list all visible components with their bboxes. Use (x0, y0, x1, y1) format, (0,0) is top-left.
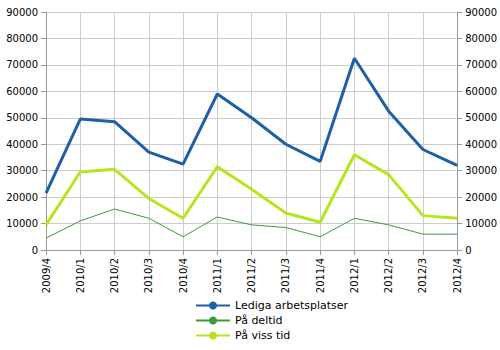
svg-text:2010/2: 2010/2 (109, 258, 120, 293)
svg-text:2012/4: 2012/4 (452, 258, 463, 293)
svg-text:10000: 10000 (465, 218, 497, 229)
svg-text:80000: 80000 (465, 33, 497, 44)
svg-text:På viss tid: På viss tid (235, 329, 290, 342)
svg-text:50000: 50000 (6, 112, 38, 123)
svg-text:2010/1: 2010/1 (75, 258, 86, 293)
svg-text:20000: 20000 (6, 192, 38, 203)
svg-text:0: 0 (32, 245, 38, 256)
svg-text:30000: 30000 (6, 165, 38, 176)
svg-text:40000: 40000 (6, 139, 38, 150)
svg-text:70000: 70000 (6, 59, 38, 70)
svg-text:2010/3: 2010/3 (143, 258, 154, 293)
svg-text:20000: 20000 (465, 192, 497, 203)
svg-text:2009/4: 2009/4 (41, 258, 52, 293)
svg-text:2012/2: 2012/2 (383, 258, 394, 293)
svg-text:2012/1: 2012/1 (349, 258, 360, 293)
svg-text:0: 0 (465, 245, 471, 256)
svg-text:70000: 70000 (465, 59, 497, 70)
svg-text:90000: 90000 (6, 7, 38, 18)
svg-text:2011/2: 2011/2 (246, 258, 257, 293)
svg-text:Lediga arbetsplatser: Lediga arbetsplatser (235, 299, 349, 312)
svg-text:2011/3: 2011/3 (280, 258, 291, 293)
svg-text:40000: 40000 (465, 139, 497, 150)
svg-text:60000: 60000 (465, 86, 497, 97)
svg-text:2011/4: 2011/4 (315, 258, 326, 293)
svg-text:30000: 30000 (465, 165, 497, 176)
svg-text:50000: 50000 (465, 112, 497, 123)
svg-text:2010/4: 2010/4 (178, 258, 189, 293)
svg-text:2012/3: 2012/3 (417, 258, 428, 293)
svg-text:60000: 60000 (6, 86, 38, 97)
svg-text:90000: 90000 (465, 7, 497, 18)
svg-text:80000: 80000 (6, 33, 38, 44)
svg-text:10000: 10000 (6, 218, 38, 229)
svg-text:På deltid: På deltid (235, 314, 283, 327)
svg-text:2011/1: 2011/1 (212, 258, 223, 293)
